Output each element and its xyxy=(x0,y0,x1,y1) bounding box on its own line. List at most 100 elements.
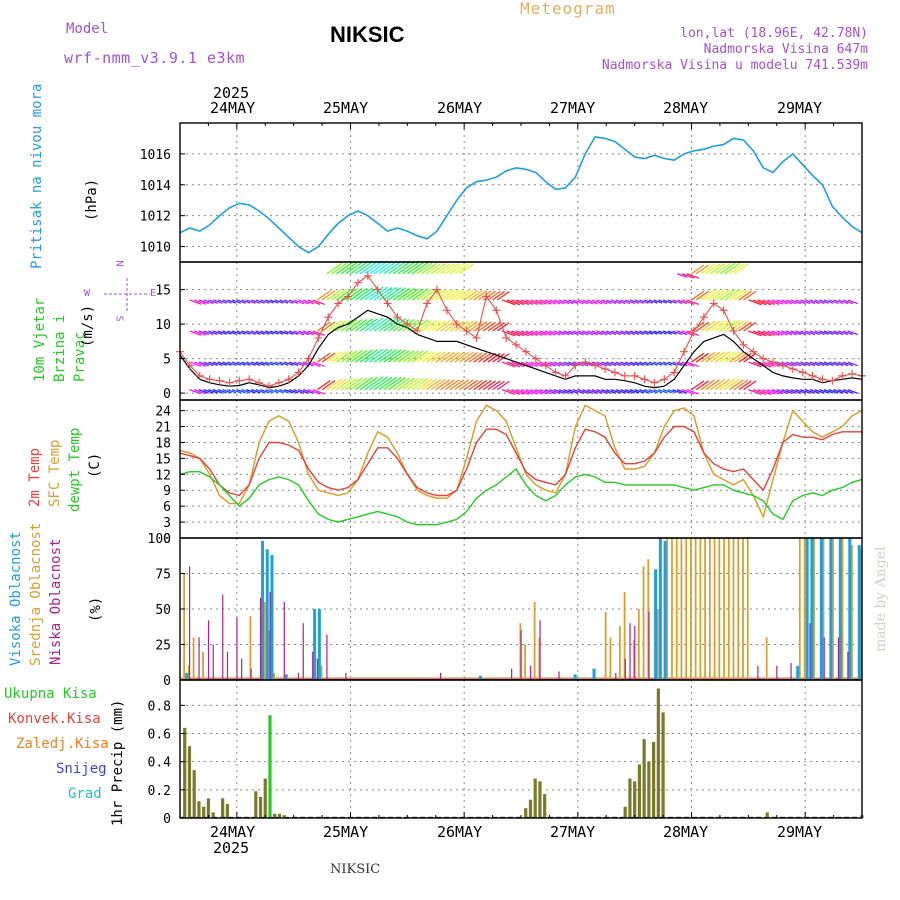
wind-arrow xyxy=(705,289,721,301)
wind-arrow xyxy=(838,330,849,336)
low-cloud-bar xyxy=(624,658,626,680)
wind-arrow xyxy=(425,320,442,332)
wind-arrow xyxy=(757,389,772,396)
meteogram-title: Meteogram xyxy=(520,0,616,18)
wind-arrow xyxy=(629,389,640,394)
wind-arrow xyxy=(790,299,802,305)
wind-arrow xyxy=(416,351,433,363)
wind-gust-marker xyxy=(808,371,817,380)
mid-cloud-bar xyxy=(690,538,692,680)
mid-cloud-bar xyxy=(519,623,522,680)
wind-arrow xyxy=(629,361,640,367)
high-cloud-bar xyxy=(796,665,800,680)
wind-arrow xyxy=(785,389,797,395)
wind-arrow xyxy=(440,379,455,391)
precip-bar xyxy=(263,778,267,818)
wind-arrow xyxy=(421,351,437,363)
precip-bar xyxy=(282,815,286,818)
mid-cloud-bar xyxy=(694,538,697,680)
wind-arrow xyxy=(217,299,227,304)
y-tick-label: 21 xyxy=(155,421,171,436)
wind-arrow xyxy=(340,350,358,363)
mid-cloud-bar xyxy=(609,637,612,680)
mid-cloud-bar xyxy=(718,538,721,680)
wind-arrow xyxy=(335,288,353,301)
wind-arrow xyxy=(468,352,483,363)
wind-arrow xyxy=(473,352,487,363)
wind-arrow xyxy=(804,330,816,336)
wind-gust-marker xyxy=(838,371,847,380)
mid-cloud-bar xyxy=(723,538,725,680)
wind-arrow xyxy=(572,389,584,395)
low-cloud-bar xyxy=(823,637,825,680)
low-cloud-bar xyxy=(236,617,238,680)
wind-gust-marker xyxy=(185,361,194,370)
wind-arrow xyxy=(269,389,279,394)
high-cloud-bar xyxy=(654,569,658,680)
wind-gust-marker xyxy=(759,354,768,363)
wind-arrow xyxy=(587,389,598,395)
wind-gust-marker xyxy=(670,368,679,377)
high-cloud-bar xyxy=(819,538,823,680)
wind-arrow xyxy=(350,287,368,301)
wind-arrow xyxy=(231,330,241,335)
wind-arrow xyxy=(255,389,265,394)
wind-gust-marker xyxy=(373,285,382,294)
wind-arrow xyxy=(227,361,237,366)
low-cloud-bar xyxy=(520,630,522,680)
wind-arrow xyxy=(648,330,658,335)
wind-arrow xyxy=(639,389,649,394)
wind-arrow xyxy=(478,352,492,363)
wind-arrow xyxy=(648,361,658,366)
wind-arrow xyxy=(553,330,565,336)
wind-arrow xyxy=(212,389,223,394)
wind-arrow xyxy=(724,378,740,391)
wind-arrow xyxy=(316,290,331,301)
wind-arrow xyxy=(629,330,640,335)
wind-arrow xyxy=(331,378,347,391)
wind-arrow xyxy=(842,389,854,394)
legend-total-precip: Ukupna Kisa xyxy=(4,686,97,702)
wind-arrow xyxy=(482,321,496,332)
wind-arrow xyxy=(350,261,368,275)
wind-arrow xyxy=(705,320,721,332)
frame-layer xyxy=(179,122,863,819)
wind-arrow xyxy=(189,361,202,367)
low-cloud-bar xyxy=(302,623,304,680)
wind-arrow xyxy=(842,299,854,305)
legend-conv-precip: Konvek.Kisa xyxy=(8,711,101,727)
wind-gust-marker xyxy=(521,347,530,356)
wind-gust-marker xyxy=(413,327,422,335)
low-cloud-bar xyxy=(439,672,442,680)
low-cloud-bar xyxy=(316,658,319,680)
wind-arrow xyxy=(487,321,501,332)
mid-cloud-bar xyxy=(671,538,673,680)
precip-bar xyxy=(254,791,258,818)
wind-arrow xyxy=(695,380,710,391)
wind-arrow xyxy=(274,299,284,304)
wind-arrow xyxy=(672,330,683,336)
wind-arrow xyxy=(714,263,730,275)
wind-arrow xyxy=(804,389,816,394)
footer-station: NIKSIC xyxy=(330,862,381,877)
wind-arrow xyxy=(302,361,314,367)
wind-gust-marker xyxy=(502,333,511,342)
wind-arrow xyxy=(312,299,325,305)
wind-arrow xyxy=(482,380,496,391)
wind-arrow xyxy=(416,288,433,301)
wind-arrow xyxy=(767,389,780,395)
wind-arrow xyxy=(757,299,772,306)
wind-gust-marker xyxy=(719,306,728,315)
wind-arrow xyxy=(620,361,631,367)
wind-arrow xyxy=(383,261,402,275)
dewpt-line xyxy=(179,467,863,526)
wind-arrow xyxy=(643,389,654,394)
wind-arrow xyxy=(326,262,343,275)
wind-arrow xyxy=(373,376,393,391)
mid-cloud-bar xyxy=(704,538,707,680)
wind-arrow xyxy=(506,389,521,396)
wind-gust-marker xyxy=(828,376,837,385)
wind-arrow xyxy=(639,361,649,367)
mid-cloud-bar xyxy=(798,538,801,680)
